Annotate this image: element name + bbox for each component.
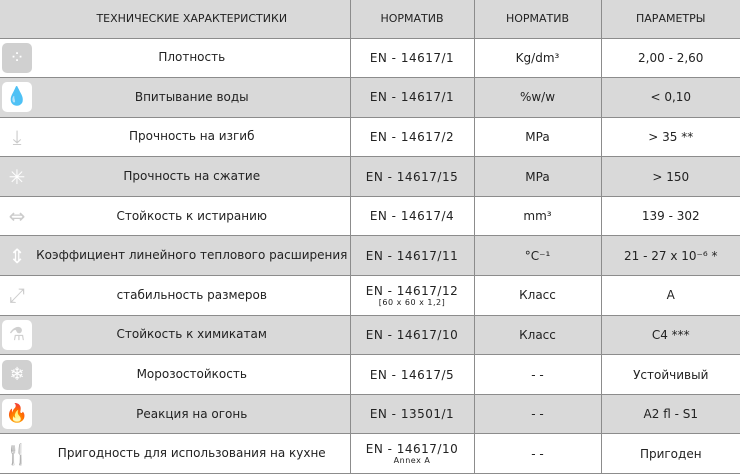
- table-row: 🍴 Пригодность для использования на кухне E…: [0, 433, 740, 474]
- param-value: A2 fl - S1: [600, 394, 740, 435]
- chemical-icon: ⚗: [2, 319, 32, 350]
- table-row: ✳ Прочность на сжатие EN - 14617/15 MPa > 15…: [0, 156, 740, 197]
- table-row: 💧 Впитывание воды EN - 14617/1 %w/w < 0,10: [0, 77, 740, 118]
- unit-cell: - -: [473, 394, 601, 435]
- norm-cell: EN - 13501/1: [349, 394, 474, 435]
- density-icon: ⁘: [2, 42, 32, 73]
- header-row: ТЕХНИЧЕСКИЕ ХАРАКТЕРИСТИКИ НОРМАТИВ НОРМ…: [0, 0, 740, 39]
- header-params: ПАРАМЕТРЫ: [600, 0, 740, 39]
- norm-cell: EN - 14617/5: [349, 354, 474, 395]
- compression-icon: ✳: [8, 164, 26, 189]
- characteristic-name: Впитывание воды: [34, 77, 350, 118]
- icon-cell: ⚗: [0, 315, 34, 356]
- norm-value: EN - 14617/10: [365, 327, 459, 342]
- water-drop-icon: 💧: [2, 82, 32, 113]
- param-value: Устойчивый: [600, 354, 740, 395]
- unit-cell: - -: [473, 354, 601, 395]
- header-norm2: НОРМАТИВ: [473, 0, 601, 39]
- param-value: 2,00 - 2,60: [600, 38, 740, 79]
- characteristic-name: Коэффициент линейного теплового расширен…: [34, 235, 350, 277]
- icon-cell: 🍴: [0, 433, 34, 474]
- characteristic-name: Стойкость к истиранию: [34, 196, 350, 237]
- icon-cell: ⇕: [0, 235, 34, 277]
- param-value: A: [600, 275, 740, 316]
- header-icon-cell: [0, 0, 34, 39]
- norm-cell: EN - 14617/4: [349, 196, 474, 237]
- norm-value: EN - 14617/11: [365, 248, 459, 263]
- icon-cell: ⤢: [0, 275, 34, 316]
- characteristic-name: Прочность на сжатие: [34, 156, 350, 197]
- unit-cell: °C⁻¹: [473, 235, 601, 277]
- unit-cell: Kg/dm³: [473, 38, 601, 79]
- norm-value: EN - 14617/15: [365, 169, 459, 184]
- icon-cell: ⁘: [0, 38, 34, 79]
- header-characteristic: ТЕХНИЧЕСКИЕ ХАРАКТЕРИСТИКИ: [34, 0, 350, 39]
- table-row: ⚗ Стойкость к химикатам EN - 14617/10 Класс…: [0, 315, 740, 356]
- icon-cell: ⤓: [0, 117, 34, 158]
- norm-cell: EN - 14617/15: [349, 156, 474, 197]
- characteristic-name: Прочность на изгиб: [34, 117, 350, 158]
- dimension-arrows-icon: ⤢: [9, 283, 25, 308]
- unit-cell: MPa: [473, 156, 601, 197]
- icon-cell: 💧: [0, 77, 34, 118]
- unit-cell: Класс: [473, 315, 601, 356]
- norm-cell: EN - 14617/2: [349, 117, 474, 158]
- norm-subnote: Annex A: [393, 456, 431, 466]
- norm-value: EN - 14617/1: [369, 50, 455, 65]
- norm-cell: EN - 14617/11: [349, 235, 474, 277]
- param-value: > 150: [600, 156, 740, 197]
- characteristic-name: Плотность: [34, 38, 350, 79]
- norm-value: EN - 14617/12: [365, 283, 459, 298]
- norm-cell: EN - 14617/10: [349, 315, 474, 356]
- icon-cell: 🔥: [0, 394, 34, 435]
- param-value: C4 ***: [600, 315, 740, 356]
- fire-icon: 🔥: [2, 399, 32, 430]
- norm-cell: EN - 14617/10 Annex A: [349, 433, 474, 474]
- param-value: 21 - 27 x 10⁻⁶ *: [600, 235, 740, 277]
- table-row: ⇕ Коэффициент линейного теплового расшире…: [0, 235, 740, 277]
- norm-subnote: [60 x 60 x 1,2]: [378, 297, 446, 307]
- characteristic-name: Реакция на огонь: [34, 394, 350, 435]
- characteristic-name: Морозостойкость: [34, 354, 350, 395]
- snowflake-icon: ❄: [2, 359, 32, 390]
- norm-cell: EN - 14617/1: [349, 77, 474, 118]
- table-row: ⤢ стабильность размеров EN - 14617/12 [60 x…: [0, 275, 740, 316]
- param-value: < 0,10: [600, 77, 740, 118]
- norm-cell: EN - 14617/1: [349, 38, 474, 79]
- table-row: ⁘ Плотность EN - 14617/1 Kg/dm³ 2,00 - 2,60: [0, 38, 740, 79]
- characteristic-name: Пригодность для использования на кухне: [34, 433, 350, 474]
- header-norm: НОРМАТИВ: [349, 0, 474, 39]
- bending-arrow-icon: ⤓: [12, 124, 22, 149]
- cutlery-icon: 🍴: [4, 441, 30, 466]
- table-row: 🔥 Реакция на огонь EN - 13501/1 - - A2 fl - …: [0, 394, 740, 435]
- unit-cell: Класс: [473, 275, 601, 316]
- unit-cell: - -: [473, 433, 601, 474]
- unit-cell: %w/w: [473, 77, 601, 118]
- norm-value: EN - 14617/1: [369, 90, 455, 105]
- unit-cell: MPa: [473, 117, 601, 158]
- param-value: 139 - 302: [600, 196, 740, 237]
- characteristic-name: Стойкость к химикатам: [34, 315, 350, 356]
- abrasion-icon: ⇔: [8, 204, 26, 229]
- norm-value: EN - 13501/1: [369, 407, 455, 422]
- thermal-expansion-icon: ⇕: [8, 243, 26, 268]
- norm-cell: EN - 14617/12 [60 x 60 x 1,2]: [349, 275, 474, 316]
- norm-value: EN - 14617/5: [369, 367, 455, 382]
- param-value: > 35 **: [600, 117, 740, 158]
- icon-cell: ✳: [0, 156, 34, 197]
- icon-cell: ❄: [0, 354, 34, 395]
- table-row: ❄ Морозостойкость EN - 14617/5 - - Устойчивы…: [0, 354, 740, 395]
- norm-value: EN - 14617/4: [369, 209, 455, 224]
- unit-cell: mm³: [473, 196, 601, 237]
- table-row: ⇔ Стойкость к истиранию EN - 14617/4 mm³ 139…: [0, 196, 740, 237]
- norm-value: EN - 14617/2: [369, 129, 455, 144]
- table-row: ⤓ Прочность на изгиб EN - 14617/2 MPa > 35 *…: [0, 117, 740, 158]
- norm-value: EN - 14617/10: [365, 442, 459, 457]
- characteristic-name: стабильность размеров: [34, 275, 350, 316]
- icon-cell: ⇔: [0, 196, 34, 237]
- param-value: Пригоден: [600, 433, 740, 474]
